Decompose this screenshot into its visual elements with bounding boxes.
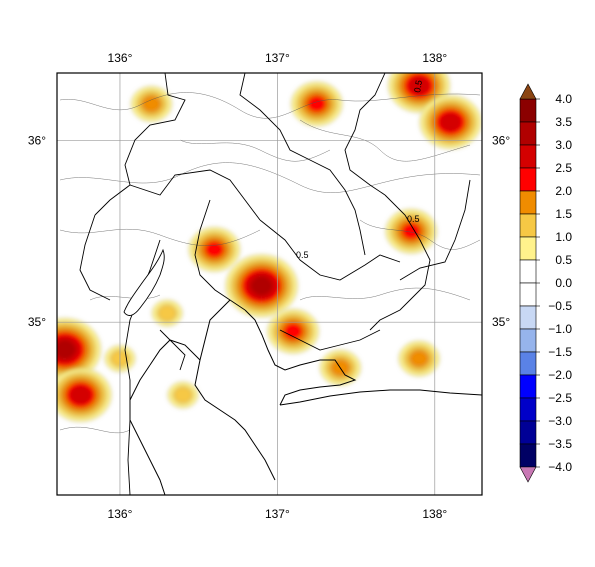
anomaly-hotspot [291, 81, 343, 127]
anomaly-hotspot [167, 381, 199, 409]
colorbar-segment [519, 121, 537, 146]
anomaly-hotspot [57, 368, 112, 422]
anomaly-hotspot [419, 95, 482, 149]
colorbar-label: −0.5 [548, 299, 572, 313]
colorbar-label: −2.5 [548, 391, 572, 405]
colorbar-label: 0.5 [555, 253, 572, 267]
colorbar-label: 2.5 [555, 161, 572, 175]
colorbar-label: 1.5 [555, 207, 572, 221]
colorbar-segment [519, 305, 537, 330]
colorbar-segment [519, 397, 537, 422]
colorbar-segment [519, 443, 537, 468]
colorbar-label: −3.0 [548, 414, 572, 428]
latitude-label: 35° [28, 315, 46, 329]
latitude-labels-right: 36° 35° [492, 133, 510, 329]
colorbar-min-arrow [519, 466, 537, 483]
longitude-labels-bottom: 136° 137° 138° [108, 507, 448, 521]
longitude-label: 138° [422, 507, 447, 521]
graticule [57, 73, 482, 495]
colorbar-segment [519, 167, 537, 192]
colorbar-segment [519, 420, 537, 445]
colorbar-label: −1.5 [548, 345, 572, 359]
anomaly-hotspot [131, 86, 172, 122]
contour-label: 0.5 [296, 250, 309, 260]
colorbar-label: 0.0 [555, 276, 572, 290]
anomaly-shading [57, 73, 482, 422]
colorbar-label: −4.0 [548, 460, 572, 474]
anomaly-hotspot [188, 227, 240, 272]
latitude-label: 35° [492, 315, 510, 329]
longitude-label: 136° [108, 51, 133, 65]
colorbar-label: −3.5 [548, 437, 572, 451]
anomaly-hotspot [152, 299, 183, 327]
contour-label: 0.5 [407, 214, 420, 224]
colorbar-max-arrow [519, 83, 537, 100]
longitude-labels-top: 136° 137° 138° [108, 51, 448, 65]
coastline [129, 299, 482, 495]
anomaly-hotspot [225, 254, 298, 318]
colorbar-segment [519, 328, 537, 353]
anomaly-hotspot [267, 309, 319, 354]
colorbar-label: 2.0 [555, 184, 572, 198]
longitude-label: 138° [422, 51, 447, 65]
anomaly-hotspot [398, 340, 440, 377]
longitude-label: 136° [108, 507, 133, 521]
lake-biwa [123, 248, 165, 316]
contour-lines [59, 92, 481, 434]
colorbar-segment [519, 351, 537, 376]
colorbar: 4.0 3.5 3.0 2.5 2.0 1.5 1.0 0.5 0.0 −0.5 −1.0 −1.5 −… [519, 83, 572, 483]
colorbar-segment [519, 98, 537, 123]
prefecture-boundaries [79, 73, 471, 495]
colorbar-segment [519, 190, 537, 215]
contour-label: 0.5 [412, 79, 424, 93]
latitude-label: 36° [492, 133, 510, 147]
colorbar-segment [519, 144, 537, 169]
colorbar-segment [519, 374, 537, 399]
anomaly-hotspot [385, 209, 437, 254]
colorbar-label: 1.0 [555, 230, 572, 244]
colorbar-label: 3.5 [555, 115, 572, 129]
colorbar-segment [519, 213, 537, 238]
longitude-label: 137° [265, 51, 290, 65]
anomaly-hotspot [57, 318, 101, 381]
latitude-label: 36° [28, 133, 46, 147]
map-frame [56, 72, 483, 496]
colorbar-label: −2.0 [548, 368, 572, 382]
colorbar-segment [519, 282, 537, 307]
colorbar-label: 4.0 [555, 92, 572, 106]
colorbar-label: −1.0 [548, 322, 572, 336]
latitude-labels-left: 36° 35° [28, 133, 46, 329]
colorbar-label: 3.0 [555, 138, 572, 152]
colorbar-segment [519, 259, 537, 284]
colorbar-segment [519, 236, 537, 261]
longitude-label: 137° [265, 507, 290, 521]
map-plot-area: 0.5 0.5 0.5 [56, 72, 483, 496]
